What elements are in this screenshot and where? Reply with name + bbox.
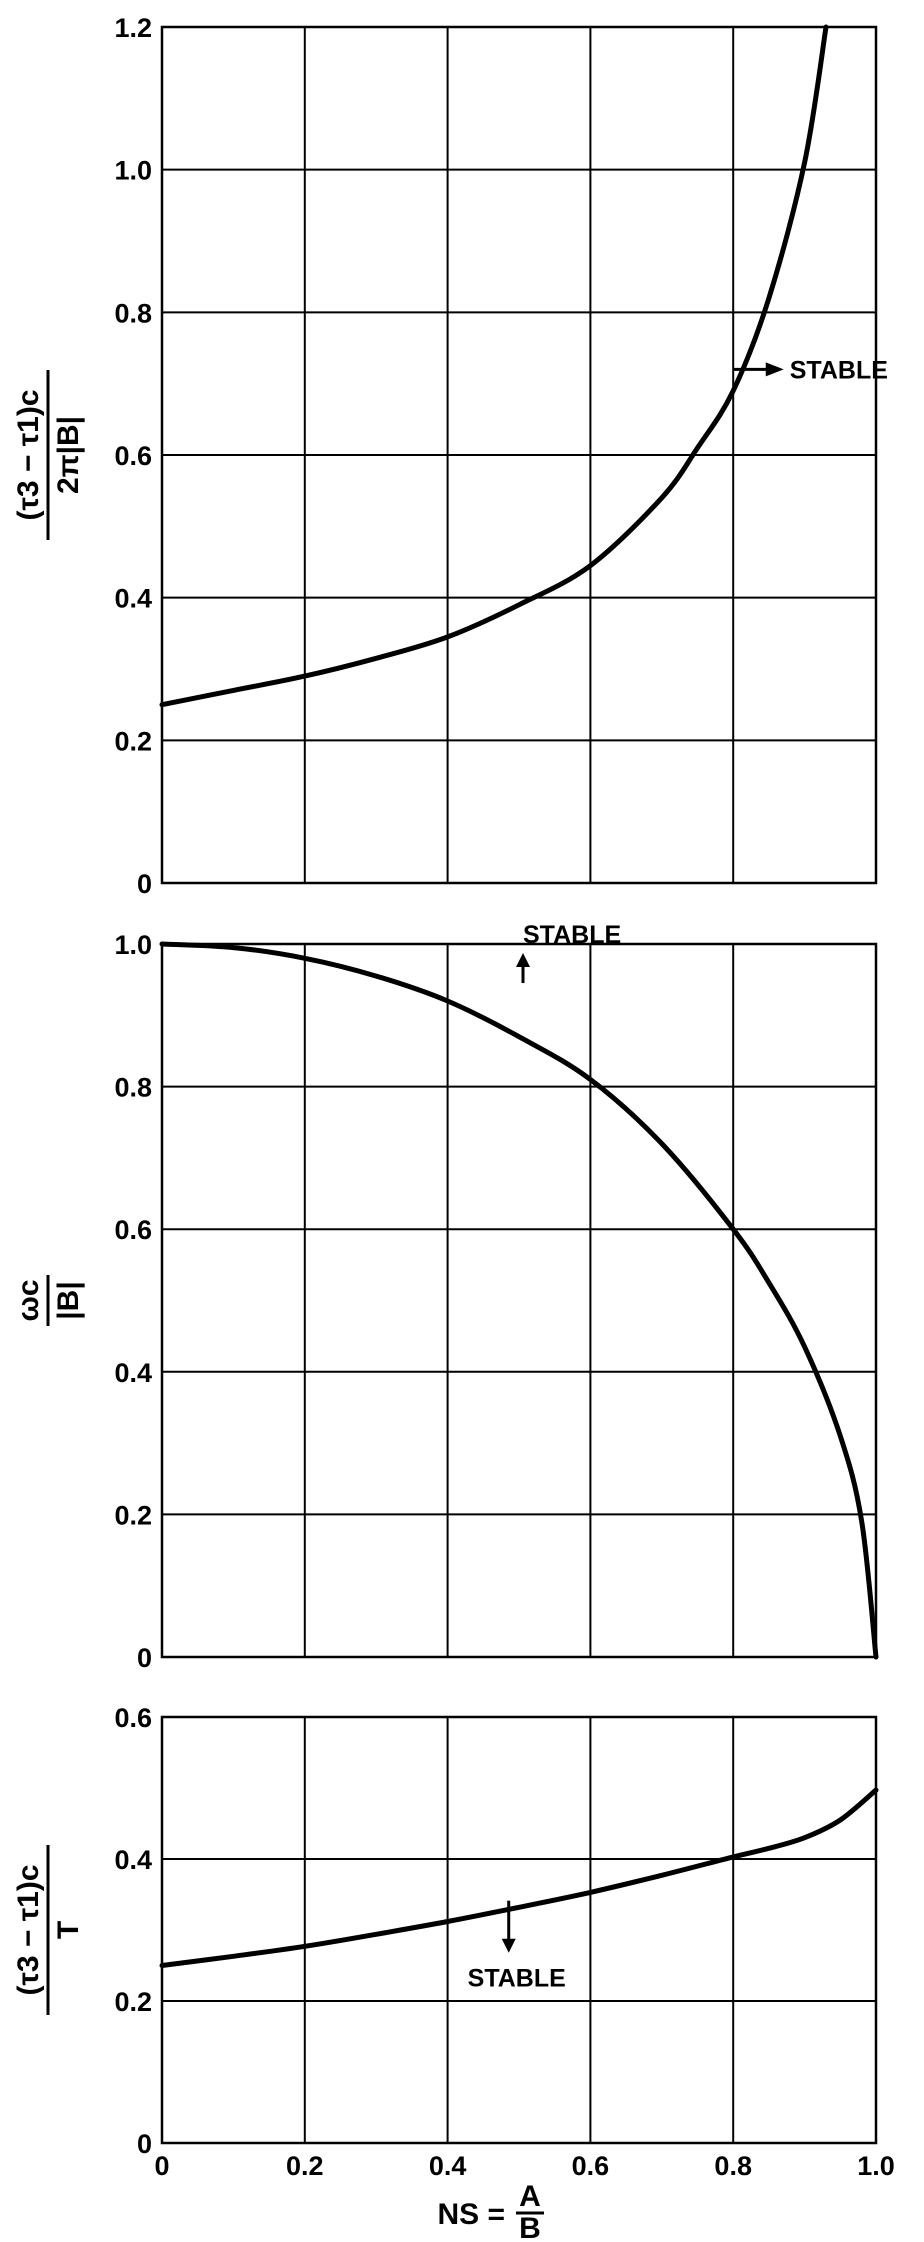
x-axis-label-denominator: B xyxy=(519,2212,541,2242)
panel-middle: 0 0.2 0.4 0.6 0.8 1.0 STABLE ωc |B| xyxy=(12,921,879,1673)
y-tick-label: 0.4 xyxy=(114,1358,152,1388)
series-line-bottom xyxy=(159,1787,879,1968)
arrowhead-up-icon xyxy=(516,953,530,968)
y-axis-label-numerator: ωc xyxy=(12,1279,45,1321)
y-tick-label: 0.8 xyxy=(114,1073,152,1103)
x-tick-label: 0.8 xyxy=(714,2151,752,2181)
y-tick-label: 0.2 xyxy=(114,726,152,756)
y-tick-label: 0.6 xyxy=(114,1215,152,1245)
plot-frame-bottom xyxy=(160,1715,878,2145)
y-axis-label-numerator: (τ3 − τ1)c xyxy=(12,1864,45,1995)
y-axis-label-middle: ωc |B| xyxy=(12,1275,85,1326)
x-axis-label-lhs: NS = xyxy=(437,2198,505,2231)
arrowhead-right-icon xyxy=(765,362,784,377)
panel-bottom: 0 0.2 0.4 0.6 0 0.2 0.4 0.6 0.8 1.0 STABLE (τ3 − τ1… xyxy=(12,1703,895,2242)
stable-label: STABLE xyxy=(468,1965,566,1993)
y-axis-label-bottom: (τ3 − τ1)c T xyxy=(12,1845,85,2015)
x-tick-label: 0 xyxy=(154,2151,169,2181)
y-axis-label-denominator: |B| xyxy=(52,1281,85,1319)
stable-label: STABLE xyxy=(790,356,888,384)
x-tick-label: 0.4 xyxy=(429,2151,467,2181)
y-tick-label: 0.4 xyxy=(114,1845,152,1875)
x-tick-label: 1.0 xyxy=(857,2151,895,2181)
stable-label: STABLE xyxy=(523,921,621,949)
y-tick-label: 0.4 xyxy=(114,584,152,614)
y-tick-label: 0 xyxy=(137,2129,152,2159)
plot-frame-middle xyxy=(160,942,878,1659)
y-axis-label-numerator: (τ3 − τ1)c xyxy=(12,389,45,520)
y-tick-label: 0.6 xyxy=(114,441,152,471)
y-tick-label: 0.2 xyxy=(114,1987,152,2017)
series-line-middle xyxy=(159,941,879,1660)
y-tick-label: 1.0 xyxy=(114,156,152,186)
stable-annotation-middle: STABLE xyxy=(516,921,621,984)
y-axis-label-denominator: T xyxy=(52,1921,85,1939)
y-tick-label: 0 xyxy=(137,1643,152,1673)
y-tick-label: 1.0 xyxy=(114,930,152,960)
y-tick-label: 0.8 xyxy=(114,298,152,328)
y-tick-label: 0.2 xyxy=(114,1500,152,1530)
x-tick-label: 0.2 xyxy=(286,2151,324,2181)
x-tick-label: 0.6 xyxy=(572,2151,610,2181)
panel-top: 0 0.2 0.4 0.6 0.8 1.0 1.2 STABLE (τ3 − τ1)c 2π|B| xyxy=(12,13,888,899)
y-tick-label: 0.6 xyxy=(114,1703,152,1733)
x-axis-label: NS = AB xyxy=(437,2180,544,2242)
plot-frame-top xyxy=(160,25,878,885)
series-line-top xyxy=(159,24,829,708)
stable-annotation-bottom: STABLE xyxy=(468,1900,566,1993)
y-tick-label: 0 xyxy=(137,869,152,899)
y-axis-label-top: (τ3 − τ1)c 2π|B| xyxy=(12,370,85,540)
arrowhead-down-icon xyxy=(501,1938,516,1953)
y-tick-label: 1.2 xyxy=(114,13,152,43)
y-axis-label-denominator: 2π|B| xyxy=(52,416,85,494)
stable-annotation-top: STABLE xyxy=(733,356,888,384)
x-axis-label-numerator: A xyxy=(519,2180,541,2213)
